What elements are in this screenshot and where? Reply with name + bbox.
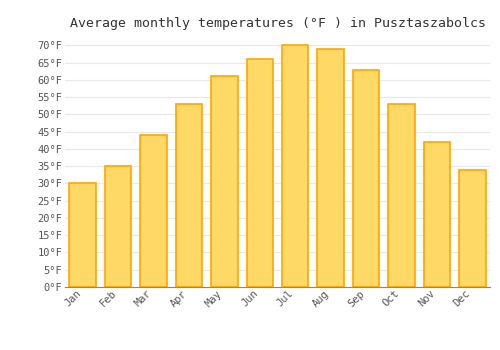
- Bar: [388, 104, 414, 287]
- Bar: [70, 183, 96, 287]
- Bar: [211, 76, 238, 287]
- Bar: [282, 46, 308, 287]
- Bar: [353, 70, 380, 287]
- Bar: [459, 170, 485, 287]
- Bar: [176, 104, 202, 287]
- Bar: [424, 142, 450, 287]
- Bar: [140, 135, 167, 287]
- Bar: [246, 59, 273, 287]
- Title: Average monthly temperatures (°F ) in Pusztaszabolcs: Average monthly temperatures (°F ) in Pu…: [70, 17, 486, 30]
- Bar: [105, 166, 132, 287]
- Bar: [318, 49, 344, 287]
